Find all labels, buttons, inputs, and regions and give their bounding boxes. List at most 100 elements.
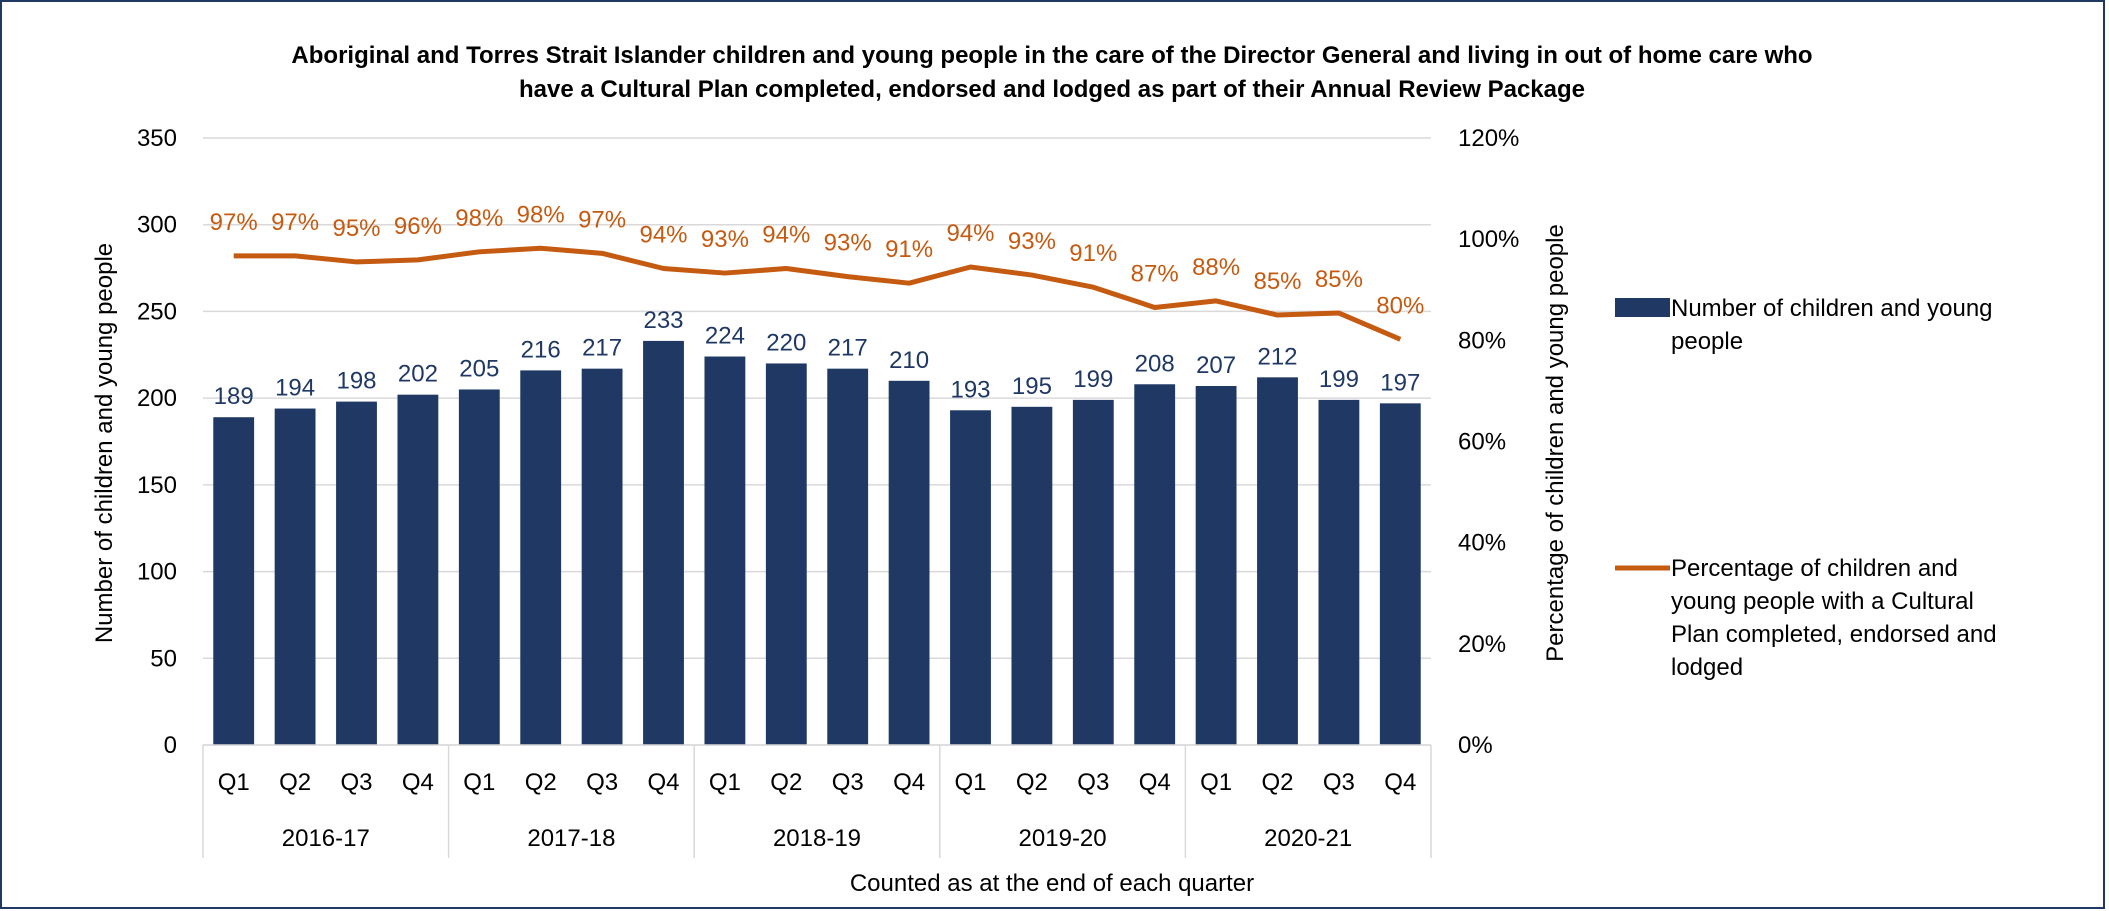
bar — [397, 394, 439, 745]
bar-value-label: 195 — [1012, 373, 1052, 400]
bar-value-label: 233 — [643, 307, 683, 334]
bar — [1379, 403, 1421, 745]
legend-bar-label: people — [1671, 328, 1743, 355]
quarter-tick-label: Q3 — [586, 769, 618, 796]
right-tick-label: 80% — [1458, 327, 1506, 354]
chart-title-line-2: have a Cultural Plan completed, endorsed… — [519, 76, 1585, 103]
quarter-tick-label: Q3 — [832, 769, 864, 796]
chart-title: Aboriginal and Torres Strait Islander ch… — [291, 42, 1812, 103]
bar-value-label: 198 — [336, 368, 376, 395]
bar — [520, 370, 562, 745]
bar-value-label: 194 — [275, 375, 315, 402]
quarter-tick-label: Q1 — [218, 769, 250, 796]
year-group-label: 2019-20 — [1019, 825, 1107, 852]
bar — [827, 368, 869, 745]
year-group-label: 2018-19 — [773, 825, 861, 852]
bar-series — [213, 340, 1421, 745]
bar-data-labels: 189 194 198 202 205 216 217 233 224 220 217 210 193 1… — [214, 307, 1421, 410]
bar — [336, 401, 377, 745]
percentage-value-label: 97% — [578, 206, 626, 233]
bar-value-label: 193 — [950, 376, 990, 403]
x-axis-title: Counted as at the end of each quarter — [850, 870, 1254, 897]
bar — [274, 408, 316, 745]
year-group-label: 2017-18 — [527, 825, 615, 852]
percentage-value-label: 94% — [762, 222, 810, 249]
chart-title-line-1: Aboriginal and Torres Strait Islander ch… — [291, 42, 1812, 69]
percentage-value-label: 85% — [1315, 266, 1363, 293]
right-tick-label: 0% — [1458, 732, 1493, 759]
bar-value-label: 220 — [766, 329, 806, 356]
left-axis-ticks: 0 50 100 150 200 250 300 350 — [137, 125, 177, 759]
bar — [704, 356, 746, 745]
quarter-tick-label: Q3 — [1323, 769, 1355, 796]
right-tick-label: 60% — [1458, 429, 1506, 456]
percentage-value-label: 98% — [517, 201, 565, 228]
percentage-value-label: 95% — [332, 215, 380, 242]
bar — [888, 380, 930, 745]
right-axis-title: Percentage of children and young people — [1542, 224, 1569, 662]
quarter-tick-label: Q4 — [893, 769, 925, 796]
legend-line-label: lodged — [1671, 654, 1743, 681]
bar-value-label: 199 — [1073, 366, 1113, 393]
quarter-tick-label: Q2 — [279, 769, 311, 796]
bar — [1072, 399, 1114, 745]
bar — [643, 340, 684, 745]
left-tick-label: 250 — [137, 298, 177, 325]
bar-value-label: 205 — [459, 355, 499, 382]
left-tick-label: 300 — [137, 212, 177, 239]
quarter-tick-label: Q1 — [709, 769, 741, 796]
percentage-value-label: 93% — [824, 230, 872, 257]
percentage-value-label: 87% — [1131, 260, 1179, 287]
bar — [458, 389, 500, 745]
left-tick-label: 150 — [137, 472, 177, 499]
bar — [1318, 399, 1360, 745]
percentage-value-label: 88% — [1192, 254, 1240, 281]
percentage-value-label: 91% — [1069, 240, 1117, 267]
bar-value-label: 217 — [828, 335, 868, 362]
percentage-value-label: 93% — [1008, 228, 1056, 255]
percentage-value-label: 94% — [639, 222, 687, 249]
bar — [1257, 377, 1298, 745]
percentage-line — [233, 245, 1402, 342]
percentage-value-label: 97% — [271, 209, 319, 236]
quarter-tick-label: Q4 — [1384, 769, 1416, 796]
percentage-value-label: 94% — [946, 220, 994, 247]
percentage-value-label: 98% — [455, 205, 503, 232]
quarter-tick-label: Q4 — [402, 769, 434, 796]
quarter-tick-label: Q3 — [340, 769, 372, 796]
bar — [765, 363, 807, 745]
year-group-label: 2020-21 — [1264, 825, 1352, 852]
bar-value-label: 199 — [1319, 366, 1359, 393]
left-tick-label: 0 — [164, 732, 177, 759]
legend-bar-label: Number of children and young — [1671, 295, 1993, 322]
bar-value-label: 224 — [705, 323, 745, 350]
quarter-tick-label: Q1 — [954, 769, 986, 796]
legend: Number of children and young people Percen… — [1615, 295, 1997, 681]
x-axis: Q1 Q2 Q3 Q4 2016-17 Q1 Q2 Q3 Q4 2017-18 Q1 Q2 Q3 Q4 20… — [202, 744, 1432, 858]
left-tick-label: 200 — [137, 385, 177, 412]
legend-bar-swatch — [1615, 298, 1670, 317]
quarter-tick-label: Q3 — [1077, 769, 1109, 796]
right-tick-label: 120% — [1458, 125, 1519, 152]
quarter-tick-label: Q1 — [1200, 769, 1232, 796]
legend-line-label: young people with a Cultural — [1671, 588, 1974, 615]
left-tick-label: 50 — [150, 645, 177, 672]
bar-value-label: 216 — [521, 336, 561, 363]
percentage-value-label: 96% — [394, 213, 442, 240]
bar-value-label: 217 — [582, 335, 622, 362]
bar — [950, 410, 991, 745]
bar-value-label: 207 — [1196, 352, 1236, 379]
right-tick-label: 100% — [1458, 226, 1519, 253]
legend-line-label: Plan completed, endorsed and — [1671, 621, 1997, 648]
percentage-value-label: 80% — [1376, 292, 1424, 319]
bar-value-label: 208 — [1135, 350, 1175, 377]
bar — [213, 417, 255, 745]
bar — [1195, 386, 1237, 745]
percentage-value-label: 91% — [885, 236, 933, 263]
right-tick-label: 40% — [1458, 530, 1506, 557]
percentage-value-label: 93% — [701, 226, 749, 253]
quarter-tick-label: Q2 — [1016, 769, 1048, 796]
legend-line-label: Percentage of children and — [1671, 555, 1958, 582]
bar — [581, 368, 623, 745]
